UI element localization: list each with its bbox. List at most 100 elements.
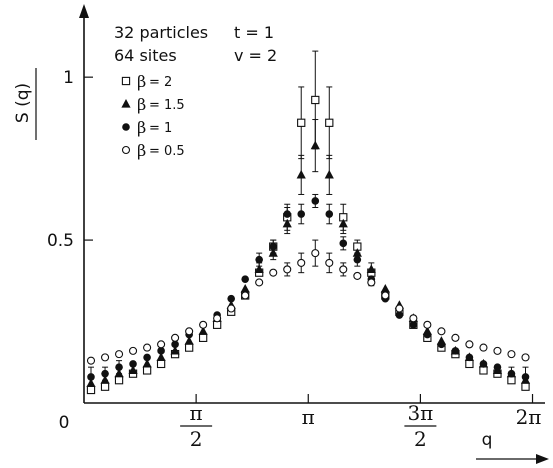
marker-filled-triangle — [86, 378, 96, 388]
series — [87, 193, 529, 388]
marker-filled-circle — [507, 369, 516, 378]
marker-filled-triangle — [254, 264, 264, 274]
marker-open-circle — [143, 343, 152, 352]
marker-open-square — [311, 95, 320, 105]
marker-filled-circle — [115, 363, 123, 371]
marker-open-square — [86, 385, 96, 395]
marker-open-circle — [465, 340, 474, 349]
marker-filled-triangle — [121, 99, 131, 108]
marker-open-square — [142, 366, 152, 375]
marker-filled-circle — [129, 360, 137, 368]
marker-filled-circle — [157, 347, 165, 355]
legend-entry-value: = 1 — [149, 121, 172, 136]
marker-filled-triangle — [268, 248, 278, 257]
marker-filled-circle — [493, 363, 502, 371]
y-tick-label: 0.5 — [47, 231, 74, 251]
marker-open-square — [184, 343, 194, 352]
marker-open-circle — [339, 265, 348, 274]
annotation-v: v = 2 — [234, 46, 277, 65]
marker-open-circle — [185, 327, 194, 336]
marker-open-square — [507, 376, 516, 385]
x-tick-label: π — [302, 405, 315, 429]
marker-open-circle — [213, 314, 222, 323]
marker-open-circle — [409, 314, 418, 323]
marker-open-circle — [507, 350, 516, 359]
marker-filled-circle — [269, 242, 278, 251]
marker-open-circle — [227, 304, 236, 313]
x-axis-label: q — [482, 430, 493, 450]
marker-filled-circle — [409, 321, 418, 329]
marker-filled-triangle — [240, 283, 250, 293]
x-tick-label-denominator: 2 — [414, 427, 427, 451]
marker-open-circle — [101, 353, 110, 362]
marker-open-square — [479, 366, 488, 375]
marker-open-circle — [423, 320, 432, 329]
legend-entry: β = 1.5 — [121, 95, 185, 114]
marker-open-square — [297, 118, 306, 127]
legend-entry: β = 0.5 — [121, 141, 185, 160]
marker-filled-circle — [255, 255, 263, 264]
marker-open-circle — [114, 350, 124, 359]
marker-filled-circle — [353, 255, 362, 264]
marker-filled-triangle — [170, 345, 180, 355]
marker-open-circle — [269, 268, 278, 277]
marker-open-circle — [395, 304, 404, 313]
annotation-t: t = 1 — [234, 23, 274, 42]
legend-entry-symbol: β — [137, 72, 146, 91]
marker-filled-circle — [423, 330, 432, 339]
marker-filled-circle — [325, 210, 334, 218]
x-tick-label-numerator: π — [190, 401, 203, 425]
marker-open-square — [114, 376, 124, 385]
marker-open-circle — [381, 291, 390, 300]
x-tick-label: 0 — [59, 413, 70, 433]
marker-filled-circle — [101, 369, 109, 378]
marker-filled-circle — [122, 123, 130, 131]
marker-open-square — [465, 359, 474, 369]
marker-open-square — [325, 118, 334, 127]
marker-filled-circle — [437, 340, 446, 349]
series-points — [86, 95, 530, 395]
marker-open-circle — [493, 346, 502, 355]
legend-entry-symbol: β — [137, 95, 146, 114]
legend-entry-value: = 2 — [149, 75, 172, 90]
legend-entry: β = 1 — [122, 118, 172, 137]
marker-open-circle — [171, 333, 180, 342]
marker-open-circle — [367, 278, 376, 287]
marker-filled-triangle — [338, 218, 348, 228]
marker-open-circle — [128, 346, 138, 355]
marker-open-circle — [283, 265, 292, 274]
marker-filled-triangle — [366, 264, 376, 274]
marker-open-circle — [437, 327, 446, 336]
legend-entry-value: = 0.5 — [149, 144, 185, 159]
parameter-annotations: 32 particles t = 1 64 sites v = 2 — [114, 23, 277, 65]
marker-filled-circle — [87, 373, 95, 381]
x-tick-label-denominator: 2 — [190, 427, 203, 451]
x-tick-label-numerator: 3π — [407, 401, 433, 425]
y-tick-label: 1 — [63, 68, 74, 88]
marker-filled-triangle — [114, 368, 124, 378]
annotation-sites: 64 sites — [114, 46, 177, 65]
axis-labels: S (q) q — [13, 68, 549, 464]
marker-open-square — [198, 333, 208, 342]
marker-filled-circle — [297, 210, 306, 218]
marker-open-circle — [86, 356, 96, 365]
marker-open-circle — [353, 271, 362, 280]
marker-open-circle — [255, 278, 264, 287]
x-axis-label-arrowhead — [536, 454, 549, 464]
marker-filled-circle — [339, 239, 348, 248]
y-axis-arrowhead — [79, 4, 89, 18]
legend-entry: β = 2 — [121, 72, 172, 91]
marker-open-circle — [199, 320, 208, 329]
x-tick-label: 2π — [516, 405, 542, 429]
marker-open-circle — [521, 353, 530, 362]
marker-filled-triangle — [128, 365, 138, 375]
marker-filled-triangle — [156, 352, 166, 361]
marker-open-circle — [241, 291, 250, 300]
marker-filled-triangle — [184, 336, 194, 345]
marker-open-square — [156, 359, 166, 369]
legend: β = 2β = 1.5β = 1β = 0.5 — [121, 72, 185, 160]
legend-entry-symbol: β — [137, 118, 146, 137]
plot-area — [86, 50, 531, 395]
